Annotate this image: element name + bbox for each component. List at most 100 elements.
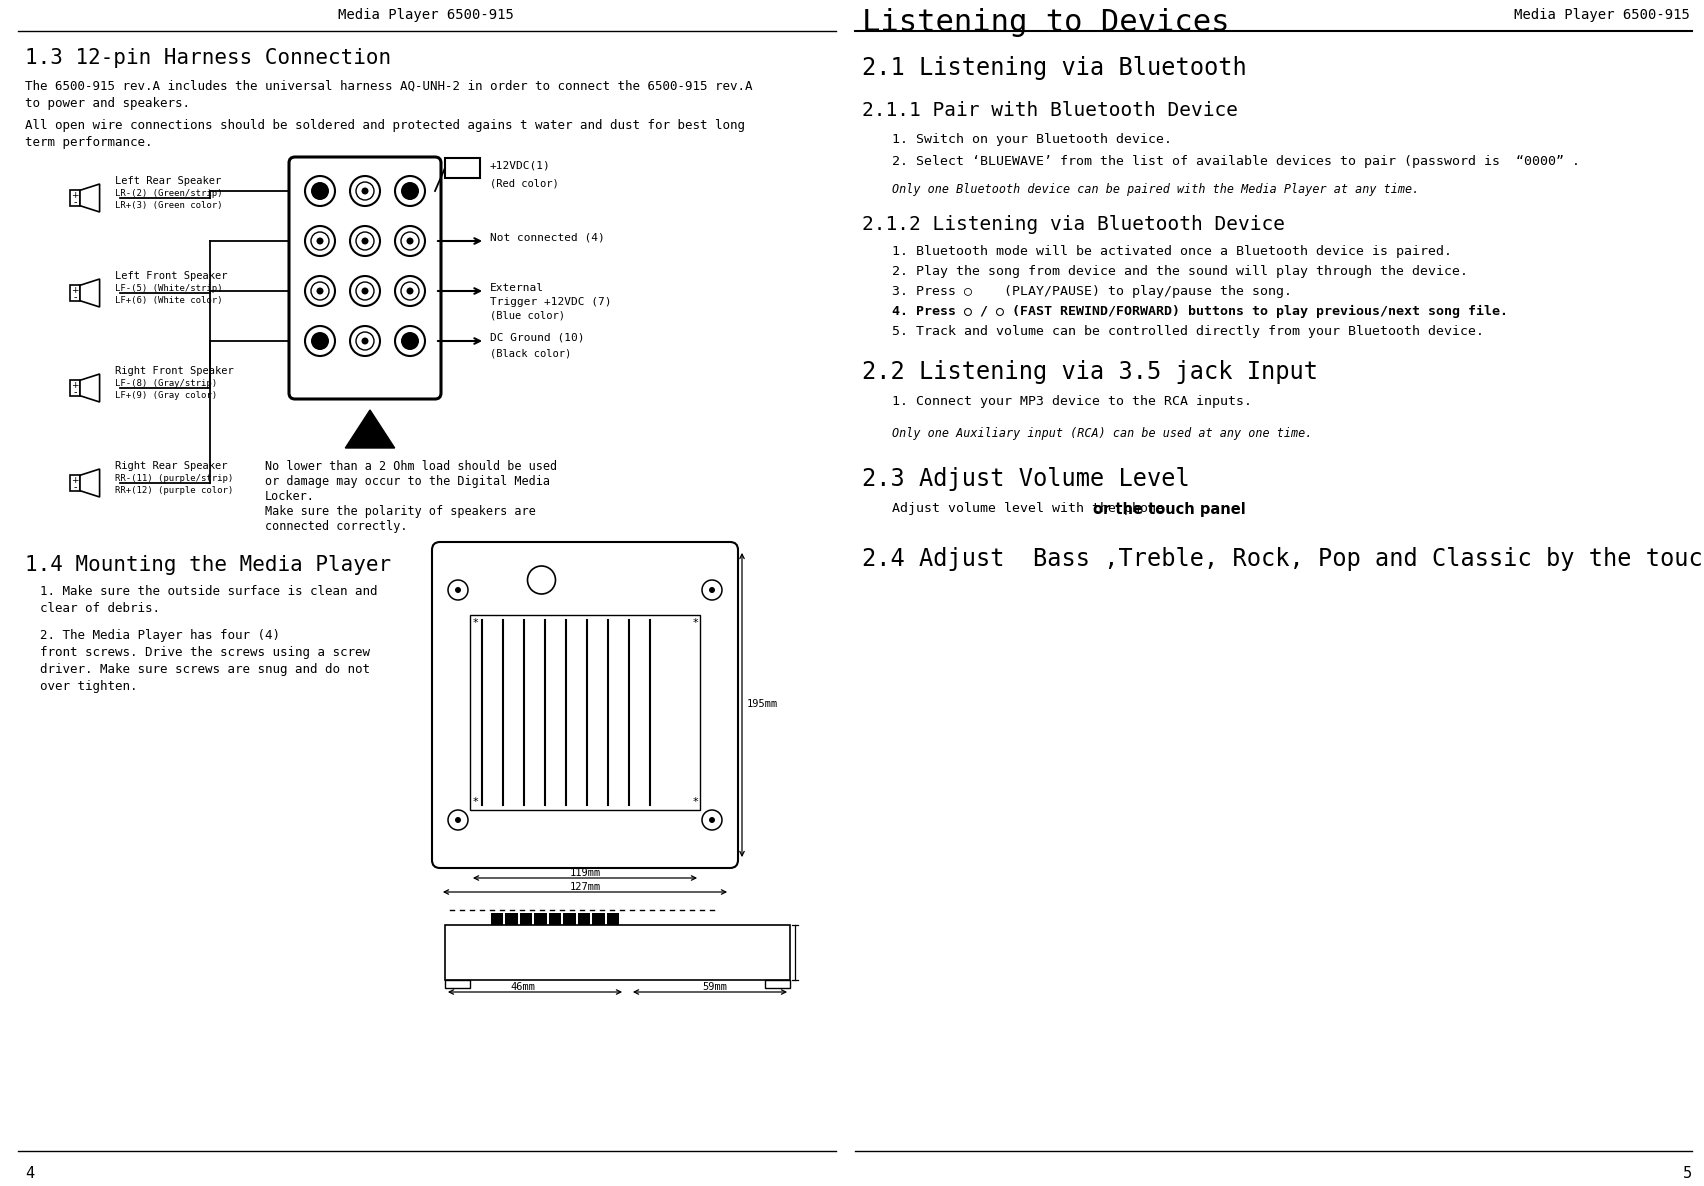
- Text: 5: 5: [1684, 1166, 1692, 1181]
- Text: 1.3 12-pin Harness Connection: 1.3 12-pin Harness Connection: [26, 47, 392, 68]
- Text: 59mm: 59mm: [702, 982, 728, 991]
- Bar: [445, 925, 791, 980]
- Text: LR-(2) (Green/strip): LR-(2) (Green/strip): [114, 189, 223, 198]
- Circle shape: [395, 227, 424, 256]
- Circle shape: [395, 176, 424, 206]
- Polygon shape: [80, 184, 99, 212]
- Circle shape: [305, 276, 336, 306]
- Text: 2.1.2 Listening via Bluetooth Device: 2.1.2 Listening via Bluetooth Device: [862, 215, 1285, 234]
- Circle shape: [356, 332, 373, 350]
- Text: -: -: [73, 197, 77, 206]
- Text: Only one Bluetooth device can be paired with the Media Player at any time.: Only one Bluetooth device can be paired …: [891, 183, 1419, 196]
- Text: DC Ground (10): DC Ground (10): [491, 333, 584, 343]
- Text: Media Player 6500-915: Media Player 6500-915: [337, 8, 515, 23]
- Bar: [506, 913, 518, 925]
- Circle shape: [448, 580, 469, 600]
- Text: Adjust volume level with the phone: Adjust volume level with the phone: [891, 502, 1172, 515]
- Circle shape: [312, 181, 329, 200]
- Circle shape: [305, 176, 336, 206]
- Text: *: *: [472, 618, 477, 629]
- Text: LF-(8) (Gray/strip): LF-(8) (Gray/strip): [114, 380, 216, 388]
- Text: RR+(12) (purple color): RR+(12) (purple color): [114, 486, 233, 495]
- Circle shape: [400, 232, 419, 250]
- Text: LR+(3) (Green color): LR+(3) (Green color): [114, 200, 223, 210]
- Text: or damage may occur to the Digital Media: or damage may occur to the Digital Media: [266, 476, 550, 487]
- Text: connected correctly.: connected correctly.: [266, 519, 407, 533]
- Text: RR-(11) (purple/strip): RR-(11) (purple/strip): [114, 474, 233, 483]
- Circle shape: [356, 282, 373, 300]
- Text: 119mm: 119mm: [569, 868, 600, 878]
- Text: -: -: [73, 482, 77, 492]
- Circle shape: [349, 227, 380, 256]
- Circle shape: [407, 237, 414, 244]
- Text: 2.1 Listening via Bluetooth: 2.1 Listening via Bluetooth: [862, 56, 1247, 79]
- Circle shape: [361, 338, 368, 344]
- Text: +: +: [72, 286, 78, 295]
- Text: term performance.: term performance.: [26, 136, 152, 149]
- Text: 1. Switch on your Bluetooth device.: 1. Switch on your Bluetooth device.: [891, 133, 1172, 146]
- Text: 1. Connect your MP3 device to the RCA inputs.: 1. Connect your MP3 device to the RCA in…: [891, 395, 1252, 408]
- Text: Left Rear Speaker: Left Rear Speaker: [114, 176, 222, 186]
- Text: front screws. Drive the screws using a screw: front screws. Drive the screws using a s…: [39, 646, 370, 659]
- Circle shape: [361, 187, 368, 195]
- Circle shape: [407, 287, 414, 294]
- Text: *: *: [472, 797, 477, 806]
- Text: Media Player 6500-915: Media Player 6500-915: [1515, 8, 1690, 23]
- Text: 2.3 Adjust Volume Level: 2.3 Adjust Volume Level: [862, 467, 1189, 491]
- Circle shape: [361, 287, 368, 294]
- Circle shape: [702, 580, 722, 600]
- Circle shape: [702, 810, 722, 830]
- Text: 5. Track and volume can be controlled directly from your Bluetooth device.: 5. Track and volume can be controlled di…: [891, 325, 1484, 338]
- Text: 127mm: 127mm: [569, 882, 600, 892]
- Polygon shape: [80, 374, 99, 402]
- Bar: [520, 913, 532, 925]
- Circle shape: [317, 287, 324, 294]
- Circle shape: [709, 817, 716, 823]
- Bar: [607, 913, 619, 925]
- Text: or the touch panel: or the touch panel: [1094, 502, 1246, 517]
- Circle shape: [528, 566, 556, 594]
- Text: LF-(5) (White/strip): LF-(5) (White/strip): [114, 283, 223, 293]
- Text: All open wire connections should be soldered and protected agains t water and du: All open wire connections should be sold…: [26, 119, 745, 132]
- Text: 195mm: 195mm: [746, 699, 779, 709]
- Circle shape: [305, 227, 336, 256]
- Text: LF+(9) (Gray color): LF+(9) (Gray color): [114, 391, 216, 400]
- Text: 2. The Media Player has four (4): 2. The Media Player has four (4): [39, 629, 279, 642]
- Circle shape: [400, 181, 419, 200]
- FancyBboxPatch shape: [290, 157, 441, 398]
- Text: +12VDC(1): +12VDC(1): [491, 161, 550, 171]
- Text: 46mm: 46mm: [509, 982, 535, 991]
- Bar: [445, 158, 481, 178]
- Circle shape: [356, 232, 373, 250]
- Text: Only one Auxiliary input (RCA) can be used at any one time.: Only one Auxiliary input (RCA) can be us…: [891, 427, 1312, 440]
- Circle shape: [356, 181, 373, 200]
- Text: (Red color): (Red color): [491, 178, 559, 189]
- Circle shape: [400, 282, 419, 300]
- Circle shape: [305, 326, 336, 356]
- Bar: [591, 913, 605, 925]
- Text: driver. Make sure screws are snug and do not: driver. Make sure screws are snug and do…: [39, 663, 370, 676]
- Text: No lower than a 2 Ohm load should be used: No lower than a 2 Ohm load should be use…: [266, 460, 557, 473]
- Text: 3. Press ○    (PLAY/PAUSE) to play/pause the song.: 3. Press ○ (PLAY/PAUSE) to play/pause th…: [891, 285, 1292, 298]
- Text: 2. Play the song from device and the sound will play through the device.: 2. Play the song from device and the sou…: [891, 264, 1469, 278]
- Circle shape: [349, 176, 380, 206]
- Bar: [470, 616, 700, 810]
- Bar: [70, 381, 80, 396]
- Text: over tighten.: over tighten.: [39, 680, 138, 693]
- Text: Not connected (4): Not connected (4): [491, 232, 605, 243]
- Text: 2.4 Adjust  Bass ,Treble, Rock, Pop and Classic by the touch panel: 2.4 Adjust Bass ,Treble, Rock, Pop and C…: [862, 547, 1704, 570]
- Text: +: +: [72, 381, 78, 390]
- Text: Listening to Devices: Listening to Devices: [862, 8, 1230, 37]
- Text: clear of debris.: clear of debris.: [39, 602, 160, 616]
- Circle shape: [455, 587, 462, 593]
- Bar: [549, 913, 561, 925]
- Text: LF+(6) (White color): LF+(6) (White color): [114, 296, 223, 305]
- Circle shape: [312, 232, 329, 250]
- Bar: [564, 913, 576, 925]
- Text: 4: 4: [26, 1166, 34, 1181]
- Text: (Blue color): (Blue color): [491, 311, 566, 321]
- Polygon shape: [80, 279, 99, 307]
- Text: Make sure the polarity of speakers are: Make sure the polarity of speakers are: [266, 505, 535, 518]
- Bar: [70, 476, 80, 491]
- Text: Right Rear Speaker: Right Rear Speaker: [114, 461, 228, 471]
